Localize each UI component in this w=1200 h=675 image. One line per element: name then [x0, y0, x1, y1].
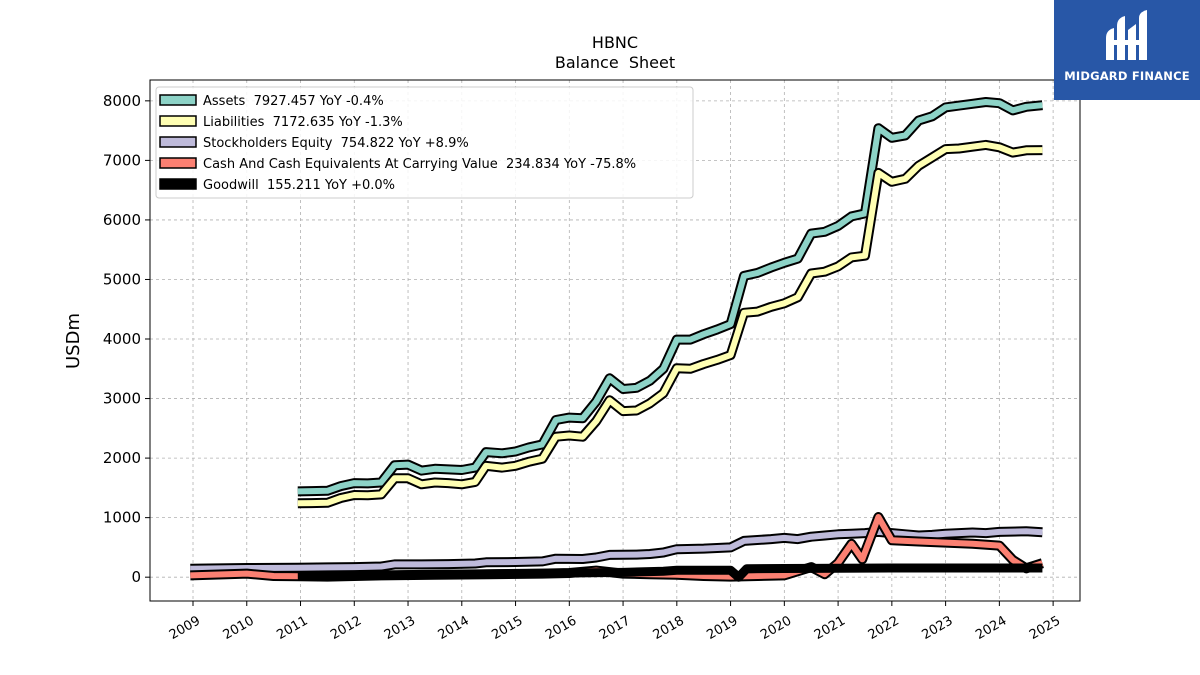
x-tick-label: 2021 — [812, 613, 848, 643]
x-tick-label: 2020 — [758, 613, 794, 643]
series-line — [297, 99, 1043, 495]
y-axis-label: USDm — [63, 313, 84, 369]
y-tick-label: 6000 — [103, 211, 141, 229]
legend-swatch — [159, 157, 197, 169]
legend-label: Assets 7927.457 YoY -0.4% — [203, 94, 384, 109]
x-tick-label: 2013 — [382, 613, 418, 643]
series-layer — [190, 97, 1044, 582]
legend-box — [155, 86, 694, 199]
x-axis: 2009 2010 2011 2012 2013 2014 2015 2016 2017 2018… — [167, 601, 1063, 643]
x-tick-label: 2019 — [704, 613, 740, 643]
series-line — [190, 528, 1043, 572]
y-tick-label: 5000 — [103, 270, 141, 288]
y-tick-label: 3000 — [103, 390, 141, 408]
y-tick-label: 1000 — [103, 509, 141, 527]
x-tick-label: 2015 — [489, 613, 525, 643]
legend-swatch — [159, 136, 197, 148]
x-tick-label: 2012 — [328, 613, 364, 643]
y-tick-label: 2000 — [103, 449, 141, 467]
x-tick-label: 2016 — [543, 613, 579, 643]
legend-swatch — [159, 115, 197, 127]
plot-frame — [149, 79, 1081, 602]
x-tick-label: 2024 — [973, 613, 1009, 643]
x-tick-label: 2023 — [919, 613, 955, 643]
chart-subtitle: Balance Sheet — [555, 53, 675, 72]
legend-label: Cash And Cash Equivalents At Carrying Va… — [203, 157, 636, 172]
x-tick-label: 2014 — [436, 613, 472, 643]
legend-label: Stockholders Equity 754.822 YoY +8.9% — [203, 136, 469, 151]
series-outline — [297, 563, 1043, 582]
y-tick-label: 7000 — [103, 151, 141, 169]
legend-swatch — [159, 94, 197, 106]
brand-logo: MIDGARD FINANCE — [1054, 0, 1200, 100]
brand-name: MIDGARD FINANCE — [1064, 69, 1190, 83]
y-tick-label: 0 — [131, 568, 141, 586]
series-line — [297, 141, 1043, 507]
x-tick-label: 2018 — [651, 613, 687, 643]
x-tick-label: 2010 — [221, 613, 257, 643]
legend: Assets 7927.457 YoY -0.4% Liabilities 717… — [155, 86, 694, 199]
x-tick-label: 2017 — [597, 613, 633, 643]
series-outline — [297, 139, 1043, 509]
x-tick-label: 2011 — [274, 613, 310, 643]
legend-label: Goodwill 155.211 YoY +0.0% — [203, 178, 395, 193]
y-tick-label: 8000 — [103, 92, 141, 110]
chart-title: HBNC — [592, 33, 638, 52]
legend-label: Liabilities 7172.635 YoY -1.3% — [203, 115, 403, 130]
y-axis: 0 1000 2000 3000 4000 5000 6000 7000 8000 — [103, 92, 150, 586]
y-tick-label: 4000 — [103, 330, 141, 348]
midgard-finance-logo-icon — [1106, 10, 1147, 60]
legend-swatch — [159, 178, 197, 190]
x-tick-label: 2009 — [167, 613, 203, 643]
x-tick-label: 2025 — [1027, 613, 1063, 643]
x-tick-label: 2022 — [866, 613, 902, 643]
